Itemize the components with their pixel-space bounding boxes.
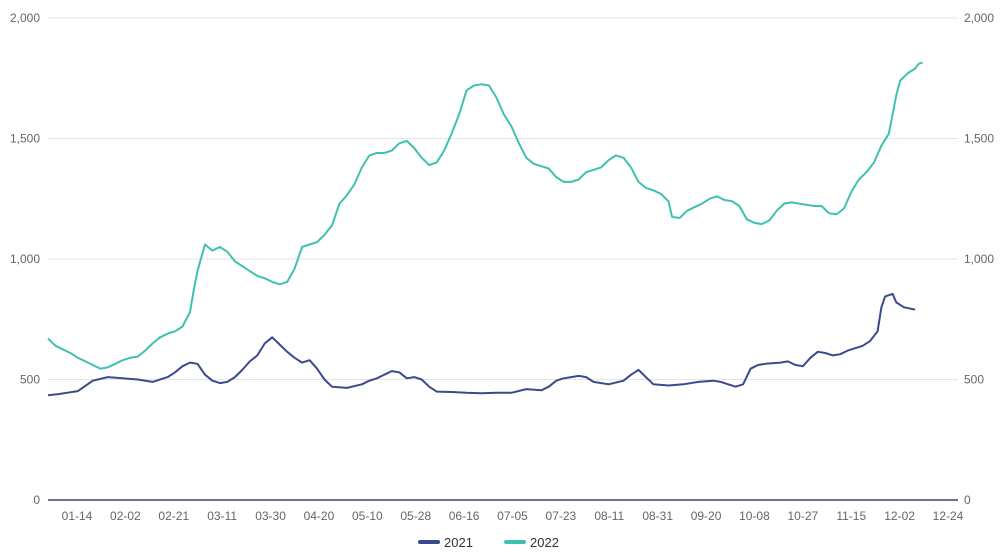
y-tick-label-left: 0 xyxy=(33,493,40,507)
x-tick-label: 12-24 xyxy=(933,509,964,523)
x-tick-label: 10-08 xyxy=(739,509,770,523)
series-lines xyxy=(47,61,923,397)
x-tick-label: 04-20 xyxy=(304,509,335,523)
gridlines xyxy=(48,17,958,380)
x-tick-label: 11-15 xyxy=(836,509,866,523)
y-tick-label-right: 2,000 xyxy=(964,11,994,25)
x-tick-label: 07-05 xyxy=(497,509,528,523)
y-tick-label-left: 500 xyxy=(20,373,40,387)
x-tick-label: 08-11 xyxy=(594,509,624,523)
y-tick-label-left: 1,500 xyxy=(10,132,40,146)
x-axis-ticks: 01-14 02-02 02-21 03-11 03-30 04-20 05-10 05-28… xyxy=(62,509,964,523)
x-tick-label: 02-21 xyxy=(158,509,189,523)
y-tick-label-left: 2,000 xyxy=(10,11,40,25)
legend: 2021 2022 xyxy=(418,535,559,550)
x-tick-label: 05-28 xyxy=(400,509,431,523)
legend-label: 2022 xyxy=(530,535,559,550)
x-tick-label: 06-16 xyxy=(449,509,480,523)
y-tick-label-left: 1,000 xyxy=(10,252,40,266)
y-tick-label-right: 1,000 xyxy=(964,252,994,266)
x-tick-label: 08-31 xyxy=(642,509,673,523)
series-line-2021 xyxy=(47,292,916,397)
x-tick-label: 10-27 xyxy=(787,509,818,523)
y-axis-left-ticks: 0 500 1,000 1,500 2,000 xyxy=(10,11,40,507)
x-tick-label: 07-23 xyxy=(546,509,577,523)
legend-label: 2021 xyxy=(444,535,473,550)
x-tick-label: 09-20 xyxy=(691,509,722,523)
legend-item-2022[interactable]: 2022 xyxy=(504,535,559,550)
x-tick-label: 02-02 xyxy=(110,509,141,523)
y-tick-label-right: 500 xyxy=(964,373,984,387)
series-line-2022 xyxy=(47,61,923,370)
x-tick-label: 12-02 xyxy=(884,509,915,523)
legend-item-2021[interactable]: 2021 xyxy=(418,535,473,550)
x-tick-label: 03-30 xyxy=(255,509,286,523)
y-axis-right-ticks: 0 500 1,000 1,500 2,000 xyxy=(964,11,994,507)
x-tick-label: 01-14 xyxy=(62,509,93,523)
y-tick-label-right: 0 xyxy=(964,493,971,507)
y-tick-label-right: 1,500 xyxy=(964,132,994,146)
x-tick-label: 03-11 xyxy=(207,509,237,523)
x-tick-label: 05-10 xyxy=(352,509,383,523)
